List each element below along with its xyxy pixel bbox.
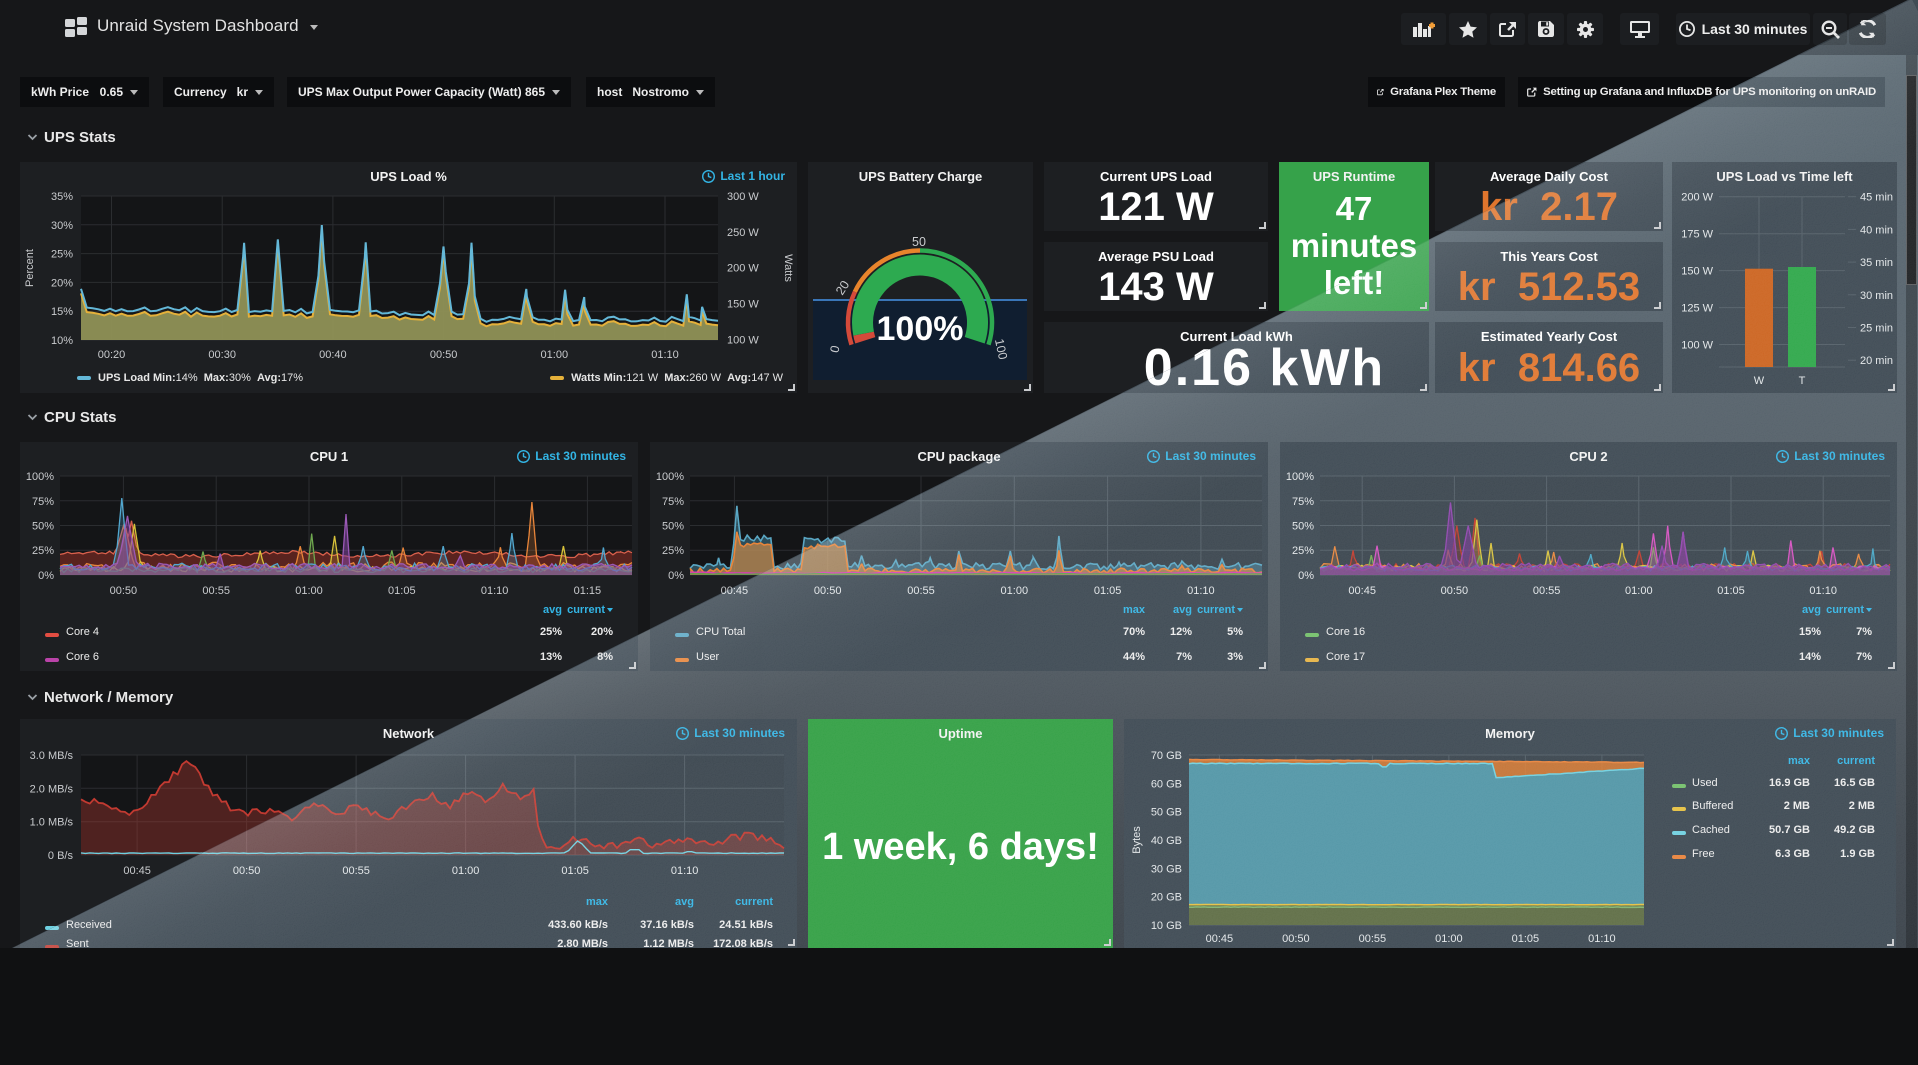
svg-text:00:45: 00:45: [123, 865, 151, 877]
svg-text:01:05: 01:05: [1717, 585, 1745, 597]
svg-text:15%: 15%: [51, 306, 73, 318]
svg-text:00:50: 00:50: [1441, 585, 1469, 597]
svg-text:50%: 50%: [1292, 521, 1314, 533]
svg-text:30 min: 30 min: [1860, 290, 1893, 302]
svg-text:00:40: 00:40: [319, 349, 347, 361]
svg-text:00:45: 00:45: [1348, 585, 1376, 597]
svg-text:25%: 25%: [51, 249, 73, 261]
svg-text:0 B/s: 0 B/s: [48, 850, 74, 862]
svg-text:0%: 0%: [38, 570, 54, 582]
svg-text:150 W: 150 W: [727, 299, 759, 311]
svg-text:2.0 MB/s: 2.0 MB/s: [30, 783, 74, 795]
svg-text:10 GB: 10 GB: [1151, 920, 1182, 932]
svg-text:30%: 30%: [51, 220, 73, 232]
svg-text:25%: 25%: [1292, 545, 1314, 557]
svg-text:300 W: 300 W: [727, 191, 759, 203]
svg-text:20 GB: 20 GB: [1151, 892, 1182, 904]
svg-text:00:55: 00:55: [1533, 585, 1561, 597]
svg-text:10%: 10%: [51, 335, 73, 347]
svg-text:Watts: Watts: [782, 254, 794, 282]
svg-text:00:20: 00:20: [98, 349, 126, 361]
svg-text:01:05: 01:05: [1512, 933, 1540, 945]
svg-text:1.0 MB/s: 1.0 MB/s: [30, 817, 74, 829]
svg-text:25 min: 25 min: [1860, 323, 1893, 335]
svg-text:01:00: 01:00: [1625, 585, 1653, 597]
svg-text:3.0 MB/s: 3.0 MB/s: [30, 750, 74, 762]
svg-text:100%: 100%: [656, 471, 684, 483]
svg-text:40 min: 40 min: [1860, 224, 1893, 236]
svg-text:01:10: 01:10: [1187, 585, 1215, 597]
svg-text:25%: 25%: [662, 545, 684, 557]
svg-text:200 W: 200 W: [727, 263, 759, 275]
svg-text:01:10: 01:10: [1809, 585, 1837, 597]
svg-text:W: W: [1754, 375, 1765, 387]
svg-text:25%: 25%: [32, 545, 54, 557]
svg-text:35 min: 35 min: [1860, 257, 1893, 269]
svg-text:01:00: 01:00: [1435, 933, 1463, 945]
svg-text:125 W: 125 W: [1681, 303, 1713, 315]
svg-text:20: 20: [833, 278, 852, 297]
svg-text:00:50: 00:50: [1282, 933, 1310, 945]
svg-text:100%: 100%: [877, 310, 964, 348]
svg-text:30 GB: 30 GB: [1151, 863, 1182, 875]
svg-text:01:00: 01:00: [295, 585, 323, 597]
svg-text:00:45: 00:45: [1206, 933, 1234, 945]
svg-text:01:05: 01:05: [1094, 585, 1122, 597]
svg-text:20%: 20%: [51, 277, 73, 289]
svg-text:00:30: 00:30: [208, 349, 236, 361]
svg-text:T: T: [1799, 375, 1806, 387]
svg-text:50%: 50%: [662, 521, 684, 533]
svg-text:01:10: 01:10: [481, 585, 509, 597]
svg-text:150 W: 150 W: [1681, 266, 1713, 278]
svg-text:00:55: 00:55: [202, 585, 230, 597]
svg-text:20 min: 20 min: [1860, 355, 1893, 367]
svg-text:75%: 75%: [662, 496, 684, 508]
svg-text:01:10: 01:10: [671, 865, 699, 877]
svg-text:01:15: 01:15: [574, 585, 602, 597]
svg-text:45 min: 45 min: [1860, 192, 1893, 204]
svg-text:0%: 0%: [1298, 570, 1314, 582]
svg-text:250 W: 250 W: [727, 227, 759, 239]
svg-text:01:05: 01:05: [388, 585, 416, 597]
svg-text:100 W: 100 W: [727, 334, 759, 346]
svg-text:50: 50: [912, 235, 926, 249]
svg-text:00:50: 00:50: [110, 585, 138, 597]
svg-text:35%: 35%: [51, 191, 73, 203]
svg-text:01:10: 01:10: [651, 349, 679, 361]
svg-text:75%: 75%: [1292, 496, 1314, 508]
svg-text:Percent: Percent: [24, 249, 36, 287]
svg-text:100%: 100%: [1286, 471, 1314, 483]
svg-text:00:50: 00:50: [430, 349, 458, 361]
svg-text:100 W: 100 W: [1681, 340, 1713, 352]
svg-text:75%: 75%: [32, 496, 54, 508]
svg-text:01:05: 01:05: [561, 865, 589, 877]
svg-text:50%: 50%: [32, 521, 54, 533]
svg-text:00:55: 00:55: [1359, 933, 1387, 945]
svg-text:100%: 100%: [26, 471, 54, 483]
svg-text:01:00: 01:00: [541, 349, 569, 361]
svg-text:0%: 0%: [668, 570, 684, 582]
svg-text:01:10: 01:10: [1588, 933, 1616, 945]
